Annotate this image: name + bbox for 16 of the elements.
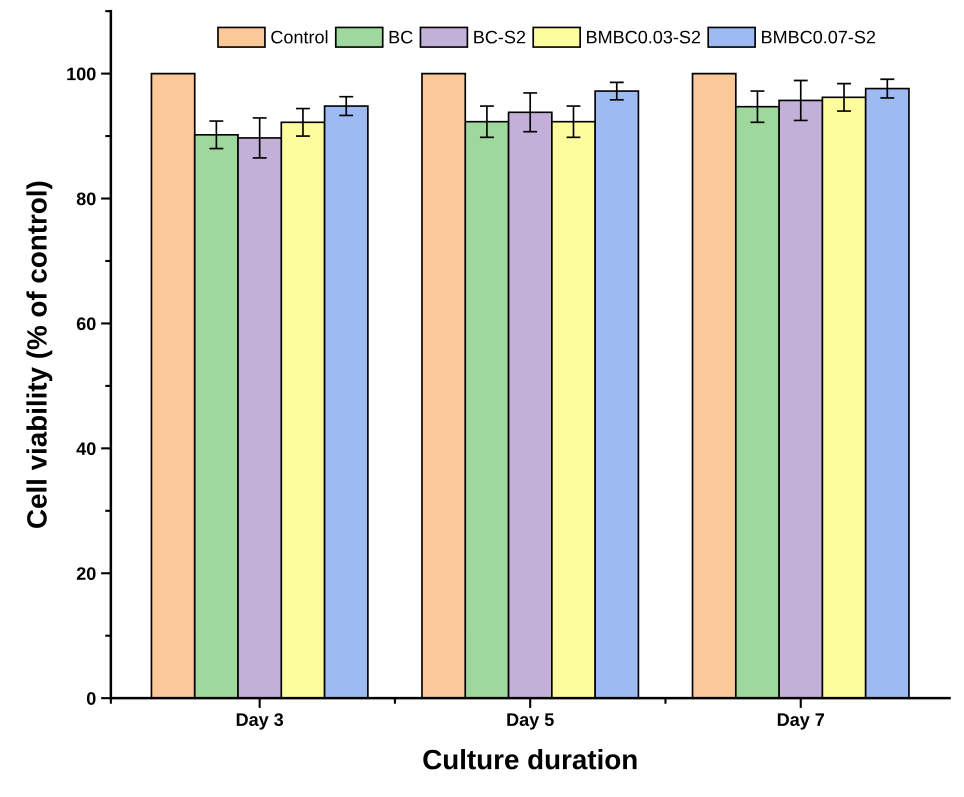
y-tick-label: 40 — [76, 442, 96, 456]
y-tick-label: 20 — [76, 567, 96, 580]
y-tick-label: 0 — [86, 692, 96, 705]
legend-label: Control — [271, 30, 328, 44]
y-tick-label: 100 — [67, 68, 96, 80]
x-tick-label: Day 3 — [236, 713, 284, 730]
y-tick-label: 60 — [76, 317, 96, 330]
legend-label: BMBC0.07-S2 — [762, 30, 876, 44]
legend-label: BC — [390, 30, 413, 44]
y-axis-title: Cell viability (% of control) — [26, 182, 52, 528]
x-tick-label: Day 7 — [778, 713, 824, 730]
x-axis-title: Culture duration — [423, 749, 637, 770]
legend-label: BMBC0.03-S2 — [587, 30, 700, 44]
y-tick-label: 80 — [76, 192, 96, 206]
legend-label: BC-S2 — [474, 30, 526, 44]
x-tick-label: Day 5 — [507, 713, 554, 730]
